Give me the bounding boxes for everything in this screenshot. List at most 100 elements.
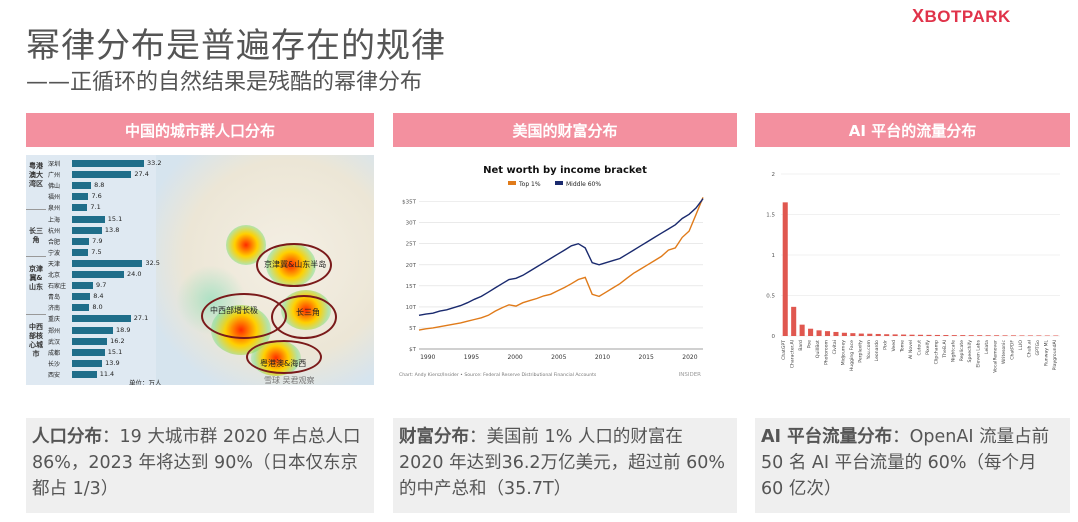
city-value: 7.1 (90, 203, 101, 212)
y-tick-label: 30T (406, 221, 417, 227)
city-value: 27.4 (134, 170, 149, 179)
bar (858, 333, 864, 336)
x-tick-label: Poe (807, 340, 813, 348)
x-tick-label: 2000 (507, 354, 522, 361)
city-value: 15.1 (107, 214, 123, 223)
city-name: 长沙 (48, 360, 61, 368)
bar (1027, 335, 1033, 336)
card-bold: AI 平台流量分布 (761, 427, 893, 447)
city-name: 合肥 (48, 238, 61, 246)
x-tick-label: Pixelfy (925, 340, 931, 355)
city-bar (72, 182, 92, 190)
bar (917, 334, 924, 336)
y-tick-label: $T (409, 347, 416, 353)
city-bar (72, 248, 89, 256)
region-ring-jingjinji (256, 243, 332, 287)
bar (1002, 335, 1008, 336)
panel-header-ai-traffic: AI 平台的流量分布 (755, 113, 1070, 147)
city-value: 13.8 (104, 225, 120, 234)
bar (951, 335, 957, 336)
region-label: 中西部增长极 (210, 306, 258, 315)
x-tick-label: Pixlr (883, 340, 889, 350)
city-value: 18.9 (115, 325, 131, 334)
x-tick-label: Midjourney (840, 340, 846, 366)
city-value: 9.7 (96, 281, 107, 290)
x-tick-label: Nightcafe (950, 340, 956, 362)
city-value: 24.0 (127, 270, 142, 278)
bar (782, 202, 788, 336)
city-bar (72, 293, 91, 301)
region-ring-gba (246, 340, 322, 374)
city-name: 成都 (48, 349, 61, 357)
city-name: 重庆 (48, 316, 61, 324)
city-population-map: 深圳 33.2 广州 27.4 佛山 8.8 福州 7.6 泉州 7.1 上海 15.1 杭州 13.8 合… (26, 155, 374, 385)
bar (791, 306, 797, 336)
card-population: 人口分布：19 大城市群 2020 年占总人口 86%，2023 年将达到 90… (26, 418, 374, 513)
x-tick-label: You.com (866, 339, 872, 360)
chart-source: Chart: Andy Kiersz/Insider • Source: Fed… (399, 372, 597, 378)
x-tick-label: Chub.ai (1026, 340, 1032, 358)
ai-traffic-chart-panel: 0 0.5 1 1.5 2 ChatGPT Character.AI Bard Poe Quil… (755, 155, 1070, 385)
group-label-central-west: 中西部核心城市 (29, 323, 43, 358)
x-tick-label: Runway ML (1043, 340, 1049, 367)
city-value: 16.2 (110, 336, 125, 345)
wealth-line-chart: Net worth by income bracket Top 1% Middl… (399, 165, 704, 378)
x-tick-label: Replicate (959, 340, 965, 361)
card-text: ：OpenAI 流量占前 50 名 AI 平台流量的 60%（每个月 60 亿次… (761, 427, 1050, 499)
series-line-top1 (418, 197, 704, 331)
legend-label-top1: Top 1% (518, 181, 541, 188)
bar (867, 333, 873, 336)
city-value: 32.5 (145, 258, 160, 267)
city-value: 33.2 (147, 159, 162, 167)
x-tick-label: PlaygroundAI (1052, 340, 1058, 370)
card-text: ：美国前 1% 人口的财富在 2020 年达到36.2万亿美元，超过前 60%的… (399, 427, 726, 499)
x-tick-label: Hugging Face (849, 340, 855, 371)
city-name: 杭州 (48, 227, 61, 235)
bar (994, 335, 1000, 336)
bar (909, 334, 915, 336)
city-bar (72, 282, 94, 290)
bar (884, 334, 890, 336)
city-bar (72, 337, 108, 345)
city-bar (72, 359, 103, 367)
city-bar (72, 271, 125, 278)
city-bar (72, 226, 102, 234)
city-name: 青岛 (48, 294, 61, 302)
card-wealth: 财富分布：美国前 1% 人口的财富在 2020 年达到36.2万亿美元，超过前 … (393, 418, 737, 513)
y-tick-label: 15T (406, 284, 417, 290)
bar (892, 334, 898, 336)
card-bold: 财富分布 (399, 427, 469, 447)
bar (901, 334, 907, 336)
y-tick-label: $35T (402, 200, 416, 206)
city-name: 深圳 (48, 161, 61, 168)
wealth-chart-panel: Net worth by income bracket Top 1% Middl… (393, 155, 737, 385)
x-tick-label: ChatGPT (781, 340, 787, 360)
city-name: 济南 (48, 305, 61, 313)
city-name: 郑州 (48, 327, 61, 335)
x-tick-label: Perplexity (857, 340, 863, 363)
city-value: 7.9 (92, 236, 103, 245)
city-bar (72, 304, 90, 312)
bar (985, 335, 991, 336)
bar (875, 333, 881, 336)
y-tick-label: 0.5 (766, 294, 775, 300)
bar (1036, 335, 1042, 336)
x-tick-label: Character.AI (790, 340, 796, 368)
y-tick-label: 20T (406, 263, 417, 269)
city-value: 11.4 (99, 369, 115, 378)
x-tick-label: Leiata (984, 340, 990, 354)
bar (799, 324, 805, 336)
city-bar (72, 204, 88, 212)
card-ai-traffic: AI 平台流量分布：OpenAI 流量占前 50 名 AI 平台流量的 60%（… (755, 418, 1070, 513)
city-name: 天津 (48, 260, 61, 268)
logo-text: BOTPARK (924, 7, 1011, 26)
legend-label-middle60: Middle 60% (566, 181, 601, 188)
city-bar (72, 215, 105, 223)
group-label-gba: 粤港澳大湾区 (26, 158, 46, 210)
bar (824, 331, 831, 336)
city-name: 广州 (48, 172, 61, 180)
x-tick-label: 1990 (420, 354, 435, 361)
legend-swatch-middle60 (555, 181, 563, 185)
city-name: 石家庄 (48, 283, 67, 291)
city-value: 7.5 (91, 247, 102, 256)
